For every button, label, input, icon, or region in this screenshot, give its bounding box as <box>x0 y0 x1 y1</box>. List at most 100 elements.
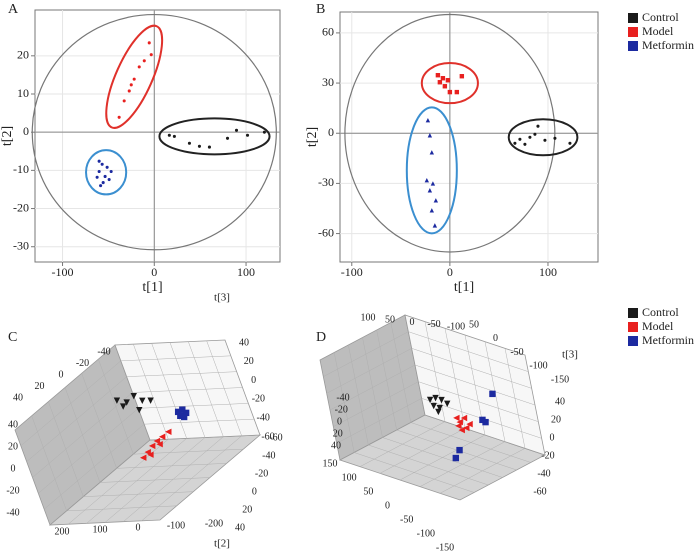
group-ellipse <box>507 118 579 157</box>
point <box>148 442 156 450</box>
point <box>489 390 496 398</box>
tick-label: -20 <box>255 468 268 479</box>
point <box>107 177 111 182</box>
point <box>117 115 121 119</box>
point <box>119 403 127 410</box>
point <box>97 169 101 174</box>
point <box>435 73 441 78</box>
point <box>435 408 442 416</box>
group-ellipse <box>105 24 164 129</box>
group-ellipse <box>420 62 479 105</box>
tick-label: -40 <box>262 450 275 461</box>
tick-label: -150 <box>436 542 454 553</box>
x-axis-title: t[1] <box>454 280 474 295</box>
tick-label: -40 <box>97 346 110 357</box>
legend-swatch <box>628 322 638 332</box>
confidence-ellipse <box>344 13 556 253</box>
point <box>147 41 151 45</box>
point <box>536 124 540 128</box>
wall-grid <box>120 355 231 362</box>
tick-label: 40 <box>13 392 23 403</box>
x-tick-label: 0 <box>151 265 157 279</box>
point <box>442 84 448 89</box>
tick-label: -40 <box>336 392 349 403</box>
legend-label: Control <box>642 305 679 319</box>
tick-label: 0 <box>337 416 342 427</box>
point <box>100 162 104 166</box>
tick-label: 40 <box>235 522 245 533</box>
point <box>123 399 130 406</box>
point <box>463 424 470 432</box>
panel: 100 50 0 -50 -100 500-50-100-15040200-20-40-6… <box>316 312 578 553</box>
point <box>440 76 446 81</box>
y-tick-label: -10 <box>13 162 29 176</box>
tick-label: 100 <box>361 312 376 323</box>
tick-label: -200 <box>205 518 223 529</box>
point <box>262 130 266 134</box>
point <box>482 418 489 426</box>
point <box>149 53 153 57</box>
point <box>455 422 462 430</box>
point <box>99 184 103 188</box>
panel-label: D <box>316 330 326 345</box>
point <box>430 402 437 410</box>
group-ellipse <box>158 117 271 156</box>
point <box>458 426 465 434</box>
panel-label: B <box>316 2 325 17</box>
tick-label: 20 <box>244 356 254 367</box>
point <box>444 400 451 408</box>
legend-swatch <box>628 27 638 37</box>
point <box>454 89 460 95</box>
y-tick-label: -20 <box>13 200 29 214</box>
tick-label: 200 <box>55 526 70 537</box>
y-tick-label: -30 <box>318 175 334 189</box>
y-axis-title: t[2] <box>305 127 320 147</box>
legend-label: Control <box>642 10 679 24</box>
point <box>142 59 146 63</box>
legend-swatch <box>628 336 638 346</box>
point <box>456 446 463 454</box>
point <box>153 437 161 445</box>
point <box>207 145 211 149</box>
tick-label: -40 <box>257 412 270 423</box>
x-tick-label: -100 <box>341 265 363 279</box>
x-axis-title: t[1] <box>142 280 162 295</box>
point <box>427 133 433 138</box>
tick-label: 0 <box>493 333 498 344</box>
tick-label: -20 <box>6 485 19 496</box>
tick-label: 50 <box>385 315 395 326</box>
tick-label: 0 <box>251 375 256 386</box>
axis-title: t[3] <box>214 292 230 304</box>
tick-label: 0 <box>410 317 415 328</box>
tick-label: 0 <box>385 500 390 511</box>
point <box>97 159 101 163</box>
point <box>528 135 532 139</box>
point <box>438 396 445 404</box>
tick-label: -50 <box>510 347 523 358</box>
tick-label: -100 <box>167 520 185 531</box>
y-tick-label: 30 <box>322 75 334 89</box>
point <box>156 441 163 448</box>
tick-label: 150 <box>323 458 338 469</box>
x-tick-label: 100 <box>237 265 255 279</box>
point <box>568 141 572 145</box>
point <box>445 78 451 83</box>
tick-label: 20 <box>35 381 45 392</box>
axis-title: t[3] <box>562 349 578 361</box>
y-axis-title: t[2] <box>0 126 15 146</box>
tick-label: -100 <box>529 361 547 372</box>
point <box>136 406 143 414</box>
wall-grid <box>20 360 121 447</box>
wall-grid <box>66 505 177 512</box>
point <box>130 392 137 400</box>
wall-grid <box>323 331 409 377</box>
point <box>197 144 201 148</box>
group-ellipse <box>85 149 128 196</box>
x-tick-label: 0 <box>447 265 453 279</box>
point <box>165 428 172 435</box>
point <box>433 198 439 203</box>
point <box>179 406 186 413</box>
wall-grid <box>354 452 475 493</box>
tick-label: -50 <box>400 514 413 525</box>
